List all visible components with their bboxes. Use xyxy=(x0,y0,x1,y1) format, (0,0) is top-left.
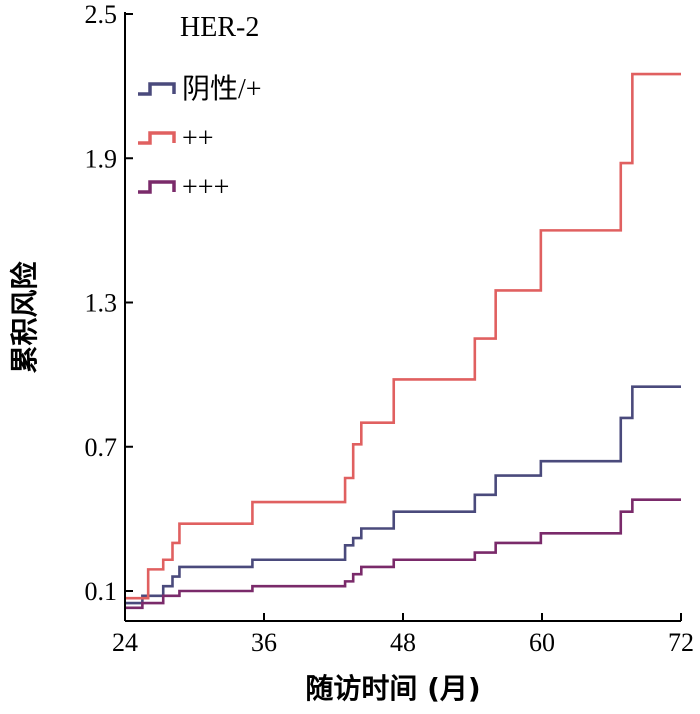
legend-label: 阴性/+ xyxy=(182,73,262,105)
y-axis-title: 累积风险 xyxy=(8,261,41,374)
legend-item: ++ xyxy=(138,123,214,154)
y-tick-label: 1.9 xyxy=(85,144,118,173)
y-tick-label: 2.5 xyxy=(85,0,118,29)
series-line xyxy=(125,72,681,600)
legend-item: +++ xyxy=(138,172,229,203)
x-tick-label: 36 xyxy=(251,628,277,657)
x-axis-title: 随访时间 (月) xyxy=(305,672,480,705)
legend-swatch xyxy=(138,131,176,145)
x-tick-label: 72 xyxy=(668,628,694,657)
tick-labels: 24 36 48 60 72 0.1 0.7 1.3 1.9 2.5 xyxy=(85,0,695,657)
x-tick-label: 24 xyxy=(112,628,138,657)
y-tick-label: 0.1 xyxy=(85,577,118,606)
legend-item: 阴性/+ xyxy=(138,73,262,105)
legend-swatch xyxy=(138,180,176,194)
legend-label: +++ xyxy=(182,172,229,203)
x-tick-label: 48 xyxy=(390,628,416,657)
series-line xyxy=(125,385,681,605)
series-lines xyxy=(125,72,681,610)
legend-title: HER-2 xyxy=(180,12,259,43)
y-tick-label: 0.7 xyxy=(85,433,118,462)
legend-label: ++ xyxy=(182,123,214,154)
legend: HER-2 阴性/++++++ xyxy=(138,12,262,203)
y-tick-label: 1.3 xyxy=(85,289,118,318)
legend-swatch xyxy=(138,82,176,96)
series-line xyxy=(125,498,681,610)
x-tick-label: 60 xyxy=(529,628,555,657)
